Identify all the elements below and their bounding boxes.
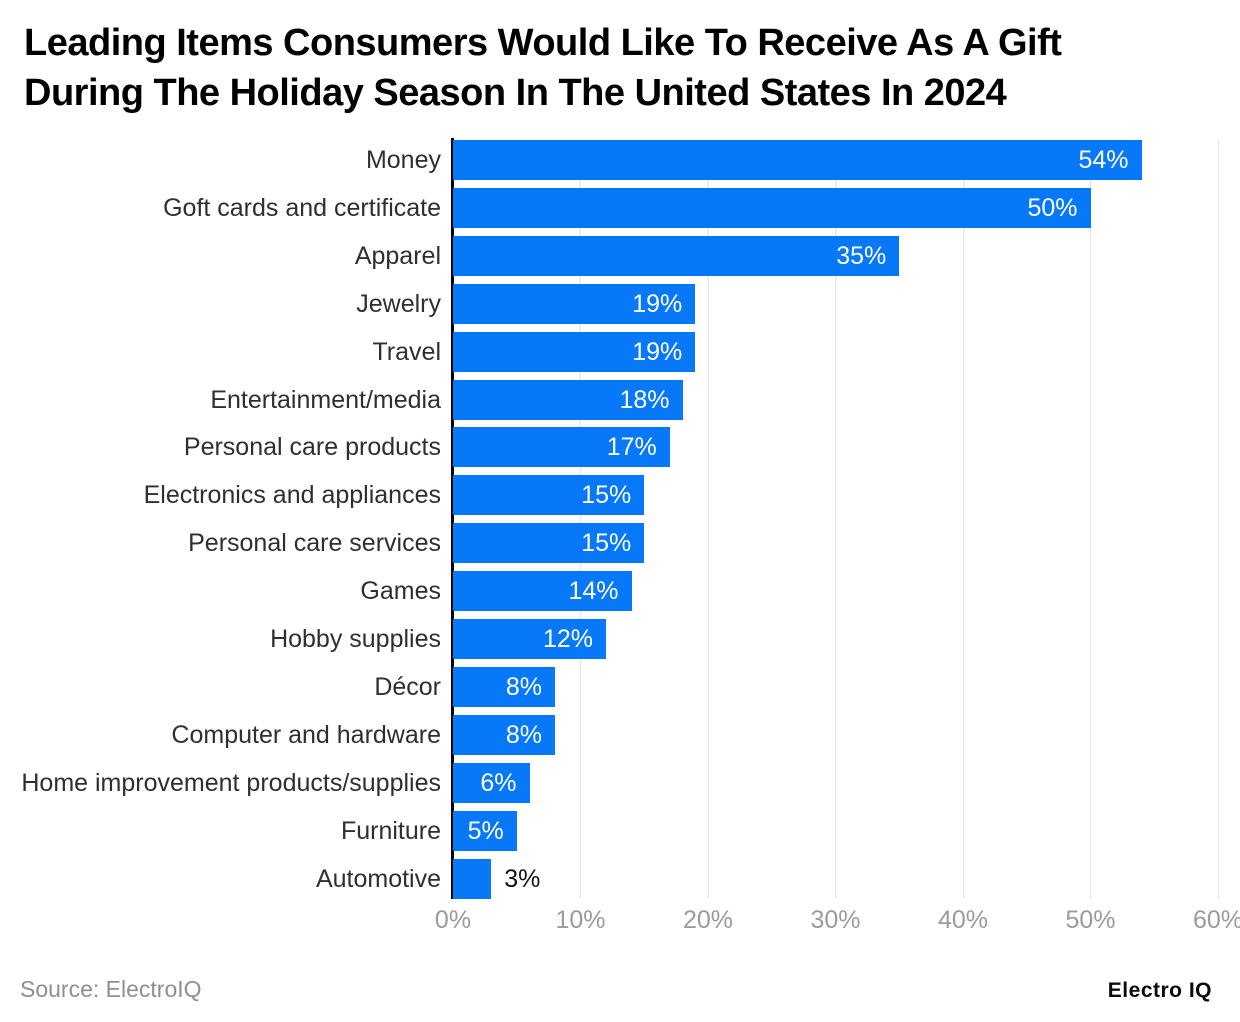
bar-d-cor bbox=[453, 666, 555, 707]
value-label: 50% bbox=[1027, 193, 1078, 222]
category-label: Personal care products bbox=[183, 433, 441, 462]
value-label: 19% bbox=[632, 289, 683, 318]
category-label: Décor bbox=[374, 672, 441, 701]
gridline-60 bbox=[1217, 140, 1219, 899]
bar-entertainment-media bbox=[453, 379, 683, 420]
value-label: 35% bbox=[836, 241, 887, 270]
x-tick-label-0: 0% bbox=[434, 906, 472, 934]
value-label: 5% bbox=[467, 816, 504, 845]
value-label: 8% bbox=[505, 720, 542, 749]
category-label: Goft cards and certificate bbox=[163, 193, 441, 222]
category-label: Electronics and appliances bbox=[143, 481, 441, 510]
bar-travel bbox=[453, 331, 696, 372]
value-label: 15% bbox=[581, 481, 632, 510]
value-label: 19% bbox=[632, 337, 683, 366]
category-label: Home improvement products/supplies bbox=[21, 768, 441, 797]
x-tick-label-40: 40% bbox=[937, 906, 989, 934]
x-tick-label-10: 10% bbox=[555, 906, 606, 934]
bar-automotive bbox=[453, 858, 492, 899]
bar-money bbox=[453, 140, 1142, 180]
category-label: Computer and hardware bbox=[171, 720, 441, 749]
chart-title-line1: Leading Items Consumers Would Like To Re… bbox=[24, 22, 1062, 64]
bar-hobby-supplies bbox=[453, 619, 606, 659]
category-label: Entertainment/media bbox=[210, 385, 441, 414]
x-tick-label-30: 30% bbox=[810, 906, 861, 934]
value-label: 17% bbox=[606, 433, 657, 462]
category-label: Personal care services bbox=[188, 529, 441, 558]
category-label: Travel bbox=[372, 337, 441, 366]
category-label: Jewelry bbox=[356, 289, 441, 318]
bar-electronics-and-appliances bbox=[453, 475, 645, 516]
value-label: 14% bbox=[568, 577, 619, 606]
bar-home-improvement-products-supplies bbox=[453, 762, 530, 803]
chart-title-line2: During The Holiday Season In The United … bbox=[24, 72, 1007, 114]
category-label: Hobby supplies bbox=[270, 625, 441, 653]
x-tick-label-50: 50% bbox=[1065, 906, 1116, 934]
x-tick-label-60: 60% bbox=[1192, 906, 1240, 934]
bar-games bbox=[453, 571, 632, 612]
bar-personal-care-products bbox=[453, 427, 670, 468]
value-label: 3% bbox=[504, 864, 541, 893]
bar-jewelry bbox=[453, 283, 696, 324]
value-label: 15% bbox=[581, 529, 632, 558]
category-label: Games bbox=[360, 577, 441, 606]
value-label: 12% bbox=[542, 625, 593, 653]
category-label: Apparel bbox=[354, 241, 441, 270]
value-label: 8% bbox=[505, 672, 542, 701]
bar-apparel bbox=[453, 235, 900, 276]
value-label: 54% bbox=[1078, 146, 1129, 174]
x-tick-label-20: 20% bbox=[682, 906, 734, 934]
gridline-30 bbox=[835, 140, 836, 899]
value-label: 18% bbox=[619, 385, 670, 414]
gridline-20 bbox=[707, 140, 709, 899]
gridline-50 bbox=[1090, 140, 1091, 899]
category-label: Furniture bbox=[340, 816, 441, 845]
value-label: 6% bbox=[480, 768, 517, 797]
category-label: Automotive bbox=[315, 864, 441, 893]
bar-goft-cards-and-certificate bbox=[453, 187, 1091, 228]
bar-computer-and-hardware bbox=[453, 714, 555, 755]
bar-furniture bbox=[453, 810, 517, 851]
chart-title: Leading Items Consumers Would Like To Re… bbox=[24, 18, 1214, 118]
category-label: Money bbox=[365, 146, 441, 174]
plot-area: 54% 50% 35% 19% 19% 18% 17% 15% 15% 14% 12% 8% 8% 6% 5… bbox=[451, 138, 1219, 899]
source-caption: Source: ElectroIQ bbox=[20, 976, 202, 1002]
bar-personal-care-services bbox=[453, 523, 645, 564]
gridline-40 bbox=[962, 140, 964, 899]
brand-logo: Electro IQ bbox=[1107, 979, 1212, 1002]
gridline-10 bbox=[580, 140, 581, 899]
y-axis-line bbox=[451, 138, 454, 899]
